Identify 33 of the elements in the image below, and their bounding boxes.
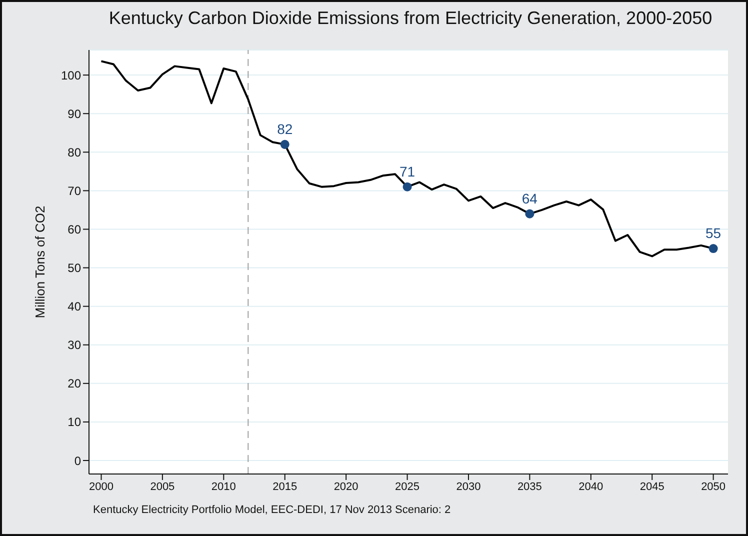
x-tick-label: 2005 [150, 480, 175, 493]
x-tick-label: 2000 [89, 480, 114, 493]
x-tick-label: 2045 [640, 480, 664, 493]
point [402, 182, 412, 192]
x-tick-label: 2030 [456, 480, 481, 493]
y-tick-label: 30 [68, 338, 82, 352]
y-tick-label: 80 [68, 145, 82, 160]
data-label: 71 [399, 163, 416, 180]
y-tick-label: 20 [68, 376, 82, 391]
data-label: 82 [277, 120, 293, 137]
chart-title: Kentucky Carbon Dioxide Emissions from Electricity Generation, 2000-2050 [108, 8, 714, 29]
x-tick-label: 2040 [578, 480, 604, 493]
x-tick-label: 2015 [272, 480, 298, 493]
y-tick-label: 70 [68, 184, 82, 198]
y-tick-label: 0 [74, 454, 82, 468]
x-tick-label: 2010 [211, 480, 236, 493]
y-tick-label: 40 [68, 300, 82, 314]
x-tick-label: 2050 [701, 480, 726, 493]
y-axis-title: Million Tons of CO2 [32, 206, 48, 318]
point [708, 244, 718, 254]
x-tick-label: 2020 [334, 480, 358, 493]
text: Kentucky Electricity Portfolio Model, EEC-DEDI, 17 Nov 2013 Scenario: 2 [93, 504, 451, 516]
point [525, 209, 534, 218]
x-tick-label: 2035 [517, 480, 542, 493]
point [280, 140, 290, 149]
x-tick-label: 2025 [395, 480, 420, 493]
data-label: 64 [522, 190, 538, 206]
y-tick-label: 10 [68, 415, 82, 430]
y-tick-label: 50 [68, 261, 82, 276]
y-tick-label: 100 [60, 68, 82, 82]
y-tick-label: 90 [68, 106, 82, 121]
data-label: 55 [706, 224, 722, 241]
y-tick-label: 60 [68, 222, 82, 236]
